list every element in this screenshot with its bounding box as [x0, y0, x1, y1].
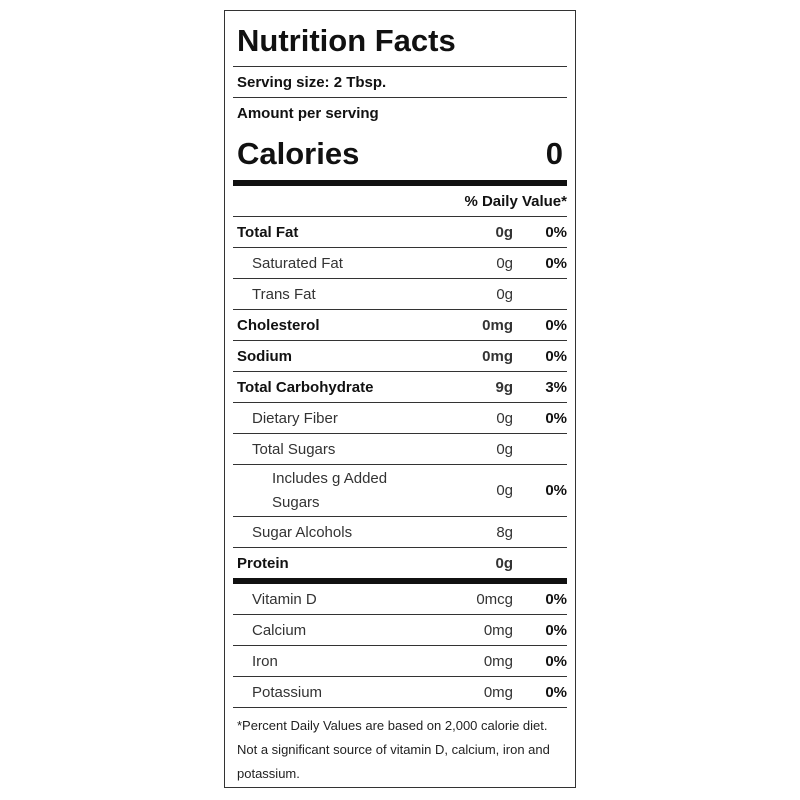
nutrient-amount: 0g: [495, 554, 513, 572]
daily-value: 0%: [545, 347, 567, 365]
nutrient-name: Dietary Fiber: [252, 409, 338, 427]
nutrient-name: Calcium: [252, 621, 307, 639]
nutrient-name: Cholesterol: [237, 316, 320, 334]
nutrient-row: Dietary Fiber 0g 0%: [233, 403, 567, 434]
footnote: *Percent Daily Values are based on 2,000…: [237, 718, 550, 781]
nutrient-row: Sodium 0mg 0%: [233, 341, 567, 372]
nutrient-amount: 0mg: [483, 683, 513, 701]
calories-row: Calories 0: [233, 128, 567, 186]
nutrient-amount: 0g: [496, 285, 513, 303]
amount-per-serving: Amount per serving: [237, 104, 379, 122]
nutrient-row: Includes g Added Sugars 0g 0%: [233, 465, 567, 517]
nutrient-name: Vitamin D: [252, 590, 317, 608]
nutrient-name: Trans Fat: [252, 285, 316, 303]
daily-value: 0%: [545, 316, 567, 334]
nutrition-label: Nutrition Facts Serving size: 2 Tbsp. Am…: [224, 10, 576, 788]
nutrient-name: Sodium: [237, 347, 292, 365]
nutrient-row: Sugar Alcohols 8g: [233, 517, 567, 548]
nutrient-amount: 0mcg: [476, 590, 513, 608]
daily-value: 0%: [545, 621, 567, 639]
nutrient-row: Potassium 0mg 0%: [233, 677, 567, 708]
nutrient-row: Saturated Fat 0g 0%: [233, 248, 567, 279]
nutrient-row: Vitamin D 0mcg 0%: [233, 584, 567, 615]
nutrient-amount: 0mg: [482, 347, 513, 365]
nutrient-name: Protein: [237, 554, 289, 572]
nutrient-name: Total Carbohydrate: [237, 378, 374, 396]
nutrient-amount: 0g: [496, 440, 513, 458]
nutrient-list: Total Fat 0g 0% Saturated Fat 0g 0% Trans Fat 0…: [233, 217, 567, 584]
daily-value: 3%: [545, 378, 567, 396]
calories-label: Calories: [237, 136, 360, 171]
nutrient-name: Total Sugars: [252, 440, 336, 458]
nutrient-name: Includes g Added Sugars: [272, 469, 388, 511]
daily-value: 0%: [545, 223, 567, 241]
daily-value: 0%: [545, 482, 567, 499]
nutrient-name: Potassium: [252, 683, 323, 701]
calories-value: 0: [545, 136, 563, 171]
nutrient-name: Saturated Fat: [252, 254, 343, 272]
daily-value-header: % Daily Value*: [233, 186, 567, 217]
nutrient-name: Total Fat: [237, 223, 299, 241]
nutrient-amount: 0g: [496, 254, 513, 272]
nutrient-row: Trans Fat 0g: [233, 279, 567, 310]
daily-value: 0%: [545, 652, 567, 670]
nutrient-row: Cholesterol 0mg 0%: [233, 310, 567, 341]
nutrient-amount: 0mg: [483, 652, 513, 670]
nutrient-row: Protein 0g: [233, 548, 567, 584]
nutrient-name: Iron: [252, 652, 278, 670]
daily-value: 0%: [545, 254, 567, 272]
nutrient-amount: 0g: [496, 409, 513, 427]
nutrient-amount: 0g: [495, 223, 513, 241]
nutrient-row: Total Sugars 0g: [233, 434, 567, 465]
daily-value: 0%: [545, 683, 567, 701]
nutrient-row: Iron 0mg 0%: [233, 646, 567, 677]
nutrient-amount: 8g: [496, 523, 513, 541]
nutrient-row: Total Carbohydrate 9g 3%: [233, 372, 567, 403]
serving-size: Serving size: 2 Tbsp.: [233, 67, 567, 98]
nutrient-amount: 9g: [495, 378, 513, 396]
daily-value: 0%: [545, 590, 567, 608]
nutrient-amount: 0mg: [483, 621, 513, 639]
title: Nutrition Facts: [233, 11, 567, 67]
vitamin-list: Vitamin D 0mcg 0% Calcium 0mg 0% Iron 0mg 0% Pota…: [233, 584, 567, 708]
nutrient-amount: 0mg: [482, 316, 513, 334]
nutrient-row: Calcium 0mg 0%: [233, 615, 567, 646]
nutrient-row: Total Fat 0g 0%: [233, 217, 567, 248]
nutrient-name: Sugar Alcohols: [252, 523, 353, 541]
daily-value: 0%: [545, 409, 567, 427]
nutrient-amount: 0g: [496, 482, 513, 499]
